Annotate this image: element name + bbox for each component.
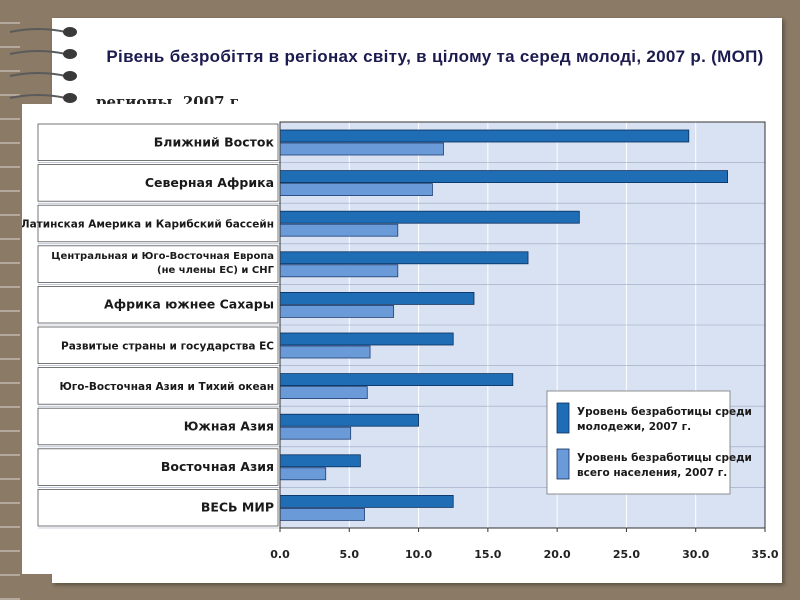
category-label: Восточная Азия [161, 459, 274, 474]
bar-youth [279, 413, 419, 427]
category-label-box [37, 245, 279, 283]
category-label-box [37, 204, 279, 243]
bar-total [279, 183, 433, 196]
chart-image-frame: Ближний Восток Северная Африка Латинская А… [21, 104, 779, 574]
x-tick-label: 10.0 [405, 548, 432, 561]
legend-label: всего населения, 2007 г. [577, 467, 727, 479]
category-label-box [37, 488, 279, 527]
legend-label: Уровень безработицы среди [577, 452, 752, 464]
bar-youth [279, 332, 454, 346]
bar-youth [279, 129, 690, 143]
bar-youth [279, 170, 728, 183]
category-label-box [37, 367, 279, 405]
category-label-box [37, 123, 279, 161]
bar-total [279, 304, 395, 318]
bar-total [279, 264, 399, 278]
category-label: Северная Африка [145, 175, 274, 190]
bar-youth [279, 251, 529, 265]
bar-youth [279, 494, 454, 508]
category-label: Центральная и Юго-Восточная Европа [51, 251, 274, 262]
x-tick-label: 25.0 [613, 548, 640, 561]
bar-youth [279, 210, 580, 224]
category-label-box [37, 285, 279, 324]
legend-label: молодежи, 2007 г. [577, 421, 691, 433]
category-label: Развитые страны и государства ЕС [61, 340, 274, 352]
x-tick-label: 20.0 [544, 548, 571, 561]
plot-border [279, 121, 766, 529]
slide-title: Рівень безробіття в регіонах світу, в ці… [106, 47, 764, 66]
spiral-binding-icon [9, 27, 77, 103]
bar-total [279, 223, 399, 237]
bar-youth [279, 291, 475, 305]
x-tick-label: 35.0 [751, 548, 778, 561]
category-label-box [37, 326, 279, 364]
category-label: Африка южнее Сахары [104, 297, 274, 312]
bar-total [279, 507, 365, 521]
category-label-box [37, 164, 279, 202]
legend-label: Уровень безработицы среди [577, 406, 752, 418]
category-label: Ближний Восток [154, 134, 275, 149]
bar-total [279, 386, 368, 400]
legend-swatch [556, 448, 570, 480]
bar-total [279, 345, 371, 359]
legend-box [546, 390, 731, 495]
bar-total [279, 142, 444, 156]
category-label-box [37, 407, 279, 446]
bar-chart: Ближний Восток Северная Африка Латинская А… [21, 121, 779, 561]
x-tick-label: 5.0 [340, 548, 360, 561]
category-label: Латинская Америка и Карибский бассейн [22, 219, 274, 231]
category-label: ВЕСЬ МИР [201, 500, 274, 515]
x-tick-label: 15.0 [474, 548, 501, 561]
category-label: (не члены ЕС) и СНГ [157, 265, 275, 276]
x-tick-label: 30.0 [682, 548, 709, 561]
category-label: Южная Азия [184, 419, 274, 434]
bar-youth [279, 454, 361, 468]
x-tick-label: 0.0 [270, 548, 290, 561]
legend-swatch [556, 402, 570, 434]
category-label: Юго-Восточная Азия и Тихий океан [59, 381, 274, 393]
category-label-box [37, 448, 279, 486]
bar-youth [279, 373, 514, 387]
bar-total [279, 467, 327, 481]
page-edge-stitching [0, 0, 20, 600]
bar-total [279, 426, 352, 440]
